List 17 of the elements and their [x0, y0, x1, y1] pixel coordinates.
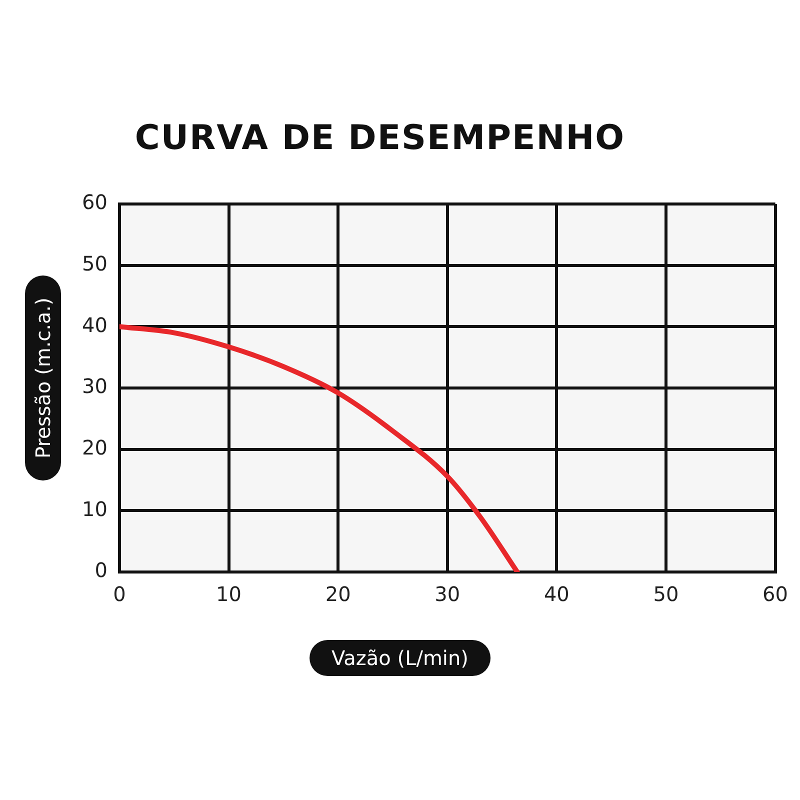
chart-title: CURVA DE DESEMPENHO [134, 118, 626, 158]
x-tick-label: 0 [113, 582, 126, 606]
y-tick-label: 20 [82, 436, 108, 460]
y-tick-label: 40 [82, 312, 108, 337]
x-axis-title: Vazão (L/min) [310, 640, 490, 676]
y-tick-label: 60 [82, 190, 108, 214]
x-tick-label: 20 [325, 582, 351, 606]
x-tick-label: 30 [434, 582, 460, 606]
y-tick-label: 10 [82, 496, 108, 521]
y-axis-title: Pressão (m.c.a.) [25, 276, 61, 480]
x-tick-label: 60 [762, 582, 788, 606]
x-tick-label: 50 [653, 582, 679, 606]
y-tick-label: 50 [82, 252, 108, 276]
x-tick-label: 40 [544, 582, 570, 606]
x-tick-label: 10 [216, 582, 242, 606]
y-tick-label: 30 [82, 374, 108, 398]
y-tick-label: 0 [94, 558, 108, 582]
